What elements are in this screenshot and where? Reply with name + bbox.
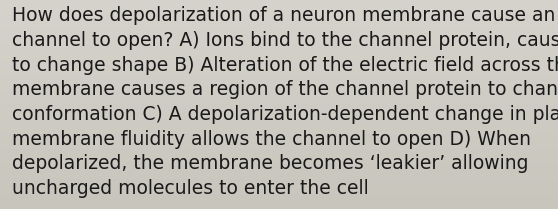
Text: How does depolarization of a neuron membrane cause an ion
channel to open? A) Io: How does depolarization of a neuron memb… (12, 6, 558, 198)
